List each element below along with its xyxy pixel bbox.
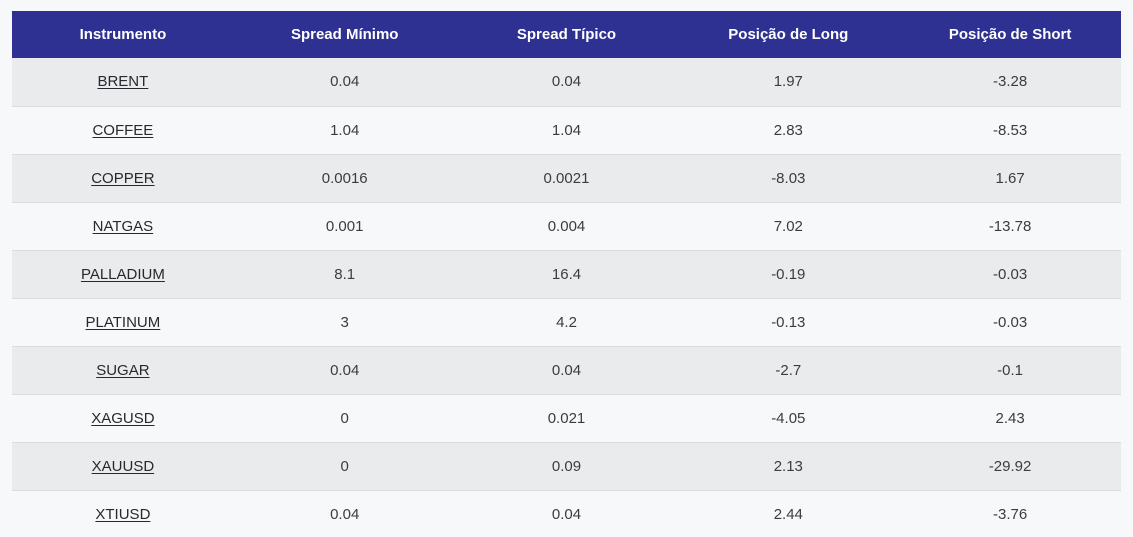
table-container: Instrumento Spread Mínimo Spread Típico Pos… <box>12 11 1121 537</box>
instrument-cell: XTIUSD <box>12 490 234 537</box>
value-cell: 1.04 <box>233 106 456 155</box>
instrument-link[interactable]: COPPER <box>91 169 155 187</box>
value-cell: 0.021 <box>455 394 678 443</box>
table-row: PLATINUM 3 4.2 -0.13 -0.03 <box>12 298 1121 347</box>
value-cell: 0.0016 <box>233 154 456 203</box>
value-cell: 0.004 <box>455 202 678 251</box>
instrument-link[interactable]: PLATINUM <box>85 313 161 331</box>
value-cell: 0.04 <box>233 490 456 537</box>
value-cell: 0.04 <box>233 58 456 107</box>
value-cell: 2.43 <box>899 394 1121 443</box>
instrument-link[interactable]: SUGAR <box>96 361 150 379</box>
value-cell: -4.05 <box>677 394 900 443</box>
table-body: BRENT 0.04 0.04 1.97 -3.28 COFFEE 1.04 1.04 2.83… <box>12 58 1121 537</box>
value-cell: 8.1 <box>233 250 456 299</box>
value-cell: -0.19 <box>677 250 900 299</box>
instrument-cell: PLATINUM <box>12 298 234 347</box>
value-cell: -0.03 <box>899 298 1121 347</box>
value-cell: 3 <box>233 298 456 347</box>
value-cell: -0.03 <box>899 250 1121 299</box>
instrument-spread-table: Instrumento Spread Mínimo Spread Típico Pos… <box>12 11 1121 537</box>
value-cell: -8.53 <box>899 106 1121 155</box>
instrument-cell: XAGUSD <box>12 394 234 443</box>
value-cell: 1.97 <box>677 58 900 107</box>
instrument-cell: COFFEE <box>12 106 234 155</box>
value-cell: 1.04 <box>455 106 678 155</box>
value-cell: -0.13 <box>677 298 900 347</box>
table-row: COFFEE 1.04 1.04 2.83 -8.53 <box>12 106 1121 155</box>
value-cell: -29.92 <box>899 442 1121 491</box>
table-row: NATGAS 0.001 0.004 7.02 -13.78 <box>12 202 1121 251</box>
value-cell: 0.04 <box>455 58 678 107</box>
table-head: Instrumento Spread Mínimo Spread Típico Pos… <box>12 11 1121 58</box>
value-cell: 2.44 <box>677 490 900 537</box>
instrument-cell: BRENT <box>12 58 234 107</box>
value-cell: -2.7 <box>677 346 900 395</box>
column-header-1: Spread Mínimo <box>233 11 456 58</box>
value-cell: -13.78 <box>899 202 1121 251</box>
instrument-cell: NATGAS <box>12 202 234 251</box>
instrument-link[interactable]: XTIUSD <box>95 505 151 523</box>
instrument-cell: XAUUSD <box>12 442 234 491</box>
value-cell: 0.09 <box>455 442 678 491</box>
value-cell: 2.83 <box>677 106 900 155</box>
table-row: PALLADIUM 8.1 16.4 -0.19 -0.03 <box>12 250 1121 299</box>
table-row: COPPER 0.0016 0.0021 -8.03 1.67 <box>12 154 1121 203</box>
value-cell: 0 <box>233 394 456 443</box>
value-cell: -3.76 <box>899 490 1121 537</box>
column-header-3: Posição de Long <box>677 11 900 58</box>
instrument-link[interactable]: PALLADIUM <box>80 265 165 283</box>
value-cell: 0.04 <box>455 346 678 395</box>
value-cell: 0.04 <box>233 346 456 395</box>
value-cell: 0 <box>233 442 456 491</box>
instrument-link[interactable]: NATGAS <box>92 217 154 235</box>
instrument-link[interactable]: BRENT <box>97 73 149 91</box>
value-cell: 1.67 <box>899 154 1121 203</box>
instrument-cell: SUGAR <box>12 346 234 395</box>
table-row: XTIUSD 0.04 0.04 2.44 -3.76 <box>12 490 1121 537</box>
instrument-link[interactable]: COFFEE <box>92 121 154 139</box>
value-cell: 2.13 <box>677 442 900 491</box>
column-header-4: Posição de Short <box>899 11 1121 58</box>
value-cell: -3.28 <box>899 58 1121 107</box>
instrument-cell: COPPER <box>12 154 234 203</box>
value-cell: 0.04 <box>455 490 678 537</box>
value-cell: 7.02 <box>677 202 900 251</box>
value-cell: -8.03 <box>677 154 900 203</box>
instrument-link[interactable]: XAGUSD <box>91 409 155 427</box>
value-cell: 0.0021 <box>455 154 678 203</box>
value-cell: 4.2 <box>455 298 678 347</box>
value-cell: 16.4 <box>455 250 678 299</box>
value-cell: -0.1 <box>899 346 1121 395</box>
instrument-link[interactable]: XAUUSD <box>91 457 155 475</box>
instrument-cell: PALLADIUM <box>12 250 234 299</box>
table-header-row: Instrumento Spread Mínimo Spread Típico Pos… <box>12 11 1121 58</box>
table-row: BRENT 0.04 0.04 1.97 -3.28 <box>12 58 1121 107</box>
table-row: XAGUSD 0 0.021 -4.05 2.43 <box>12 394 1121 443</box>
table-row: XAUUSD 0 0.09 2.13 -29.92 <box>12 442 1121 491</box>
table-row: SUGAR 0.04 0.04 -2.7 -0.1 <box>12 346 1121 395</box>
column-header-0: Instrumento <box>12 11 234 58</box>
column-header-2: Spread Típico <box>455 11 678 58</box>
value-cell: 0.001 <box>233 202 456 251</box>
